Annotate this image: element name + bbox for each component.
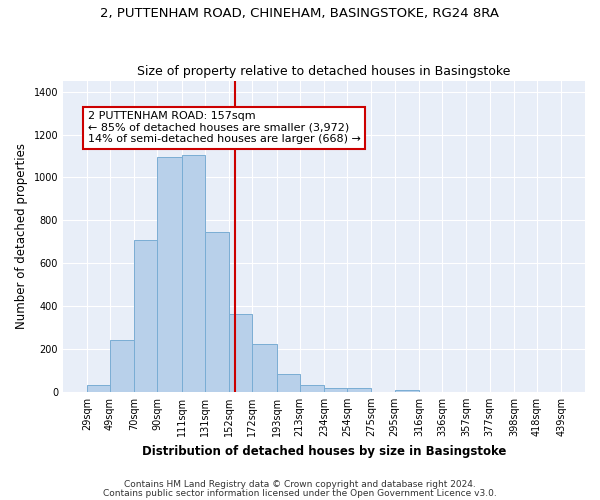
Bar	[157, 157, 182, 392]
Bar	[395, 390, 419, 392]
Bar	[182, 155, 205, 392]
Bar	[134, 240, 157, 392]
Bar	[300, 386, 324, 392]
Text: Contains HM Land Registry data © Crown copyright and database right 2024.: Contains HM Land Registry data © Crown c…	[124, 480, 476, 489]
Bar	[324, 388, 347, 392]
Bar	[277, 374, 300, 392]
Text: Contains public sector information licensed under the Open Government Licence v3: Contains public sector information licen…	[103, 488, 497, 498]
Text: 2 PUTTENHAM ROAD: 157sqm
← 85% of detached houses are smaller (3,972)
14% of sem: 2 PUTTENHAM ROAD: 157sqm ← 85% of detach…	[88, 111, 361, 144]
Bar	[110, 340, 134, 392]
Y-axis label: Number of detached properties: Number of detached properties	[15, 144, 28, 330]
Text: 2, PUTTENHAM ROAD, CHINEHAM, BASINGSTOKE, RG24 8RA: 2, PUTTENHAM ROAD, CHINEHAM, BASINGSTOKE…	[101, 8, 499, 20]
Bar	[347, 388, 371, 392]
Title: Size of property relative to detached houses in Basingstoke: Size of property relative to detached ho…	[137, 66, 511, 78]
Bar	[252, 344, 277, 392]
X-axis label: Distribution of detached houses by size in Basingstoke: Distribution of detached houses by size …	[142, 444, 506, 458]
Bar	[87, 386, 110, 392]
Bar	[229, 314, 252, 392]
Bar	[205, 232, 229, 392]
